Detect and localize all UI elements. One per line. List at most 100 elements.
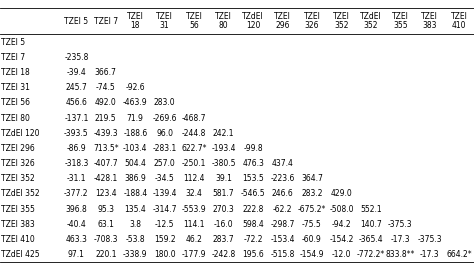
Text: -708.3: -708.3 xyxy=(93,235,118,244)
Text: TZEI 31: TZEI 31 xyxy=(1,83,30,92)
Text: -283.1: -283.1 xyxy=(153,144,177,153)
Text: 246.6: 246.6 xyxy=(272,189,293,198)
Text: -177.9: -177.9 xyxy=(182,250,206,259)
Text: -318.3: -318.3 xyxy=(64,159,89,168)
Text: 242.1: 242.1 xyxy=(213,129,234,138)
Text: TZEI 383: TZEI 383 xyxy=(1,220,35,229)
Text: -375.3: -375.3 xyxy=(418,235,442,244)
Text: 283.2: 283.2 xyxy=(301,189,323,198)
Text: 713.5*: 713.5* xyxy=(93,144,118,153)
Text: 622.7*: 622.7* xyxy=(182,144,207,153)
Text: 270.3: 270.3 xyxy=(213,205,235,214)
Text: 153.5: 153.5 xyxy=(242,174,264,183)
Text: 386.9: 386.9 xyxy=(124,174,146,183)
Text: -103.4: -103.4 xyxy=(123,144,147,153)
Text: -428.1: -428.1 xyxy=(94,174,118,183)
Text: -39.4: -39.4 xyxy=(66,68,86,77)
Text: -675.2*: -675.2* xyxy=(298,205,326,214)
Text: 283.0: 283.0 xyxy=(154,98,175,107)
Text: 366.7: 366.7 xyxy=(95,68,117,77)
Text: -16.0: -16.0 xyxy=(214,220,233,229)
Text: 581.7: 581.7 xyxy=(213,189,235,198)
Text: TZEI 352: TZEI 352 xyxy=(1,174,35,183)
Text: TZEI 296: TZEI 296 xyxy=(1,144,35,153)
Text: TZEI
80: TZEI 80 xyxy=(215,12,232,30)
Text: TZEI
383: TZEI 383 xyxy=(421,12,438,30)
Text: 504.4: 504.4 xyxy=(124,159,146,168)
Text: 96.0: 96.0 xyxy=(156,129,173,138)
Text: 396.8: 396.8 xyxy=(65,205,87,214)
Text: 476.3: 476.3 xyxy=(242,159,264,168)
Text: TZdEI
120: TZdEI 120 xyxy=(242,12,264,30)
Text: -75.5: -75.5 xyxy=(302,220,322,229)
Text: -92.6: -92.6 xyxy=(126,83,145,92)
Text: TZEI
352: TZEI 352 xyxy=(333,12,350,30)
Text: -393.5: -393.5 xyxy=(64,129,89,138)
Text: TZEI 5: TZEI 5 xyxy=(64,17,89,26)
Text: -154.2: -154.2 xyxy=(329,235,354,244)
Text: 429.0: 429.0 xyxy=(330,189,352,198)
Text: -468.7: -468.7 xyxy=(182,113,206,122)
Text: -99.8: -99.8 xyxy=(243,144,263,153)
Text: -60.9: -60.9 xyxy=(302,235,322,244)
Text: -338.9: -338.9 xyxy=(123,250,147,259)
Text: 245.7: 245.7 xyxy=(65,83,87,92)
Text: 135.4: 135.4 xyxy=(124,205,146,214)
Text: TZEI 7: TZEI 7 xyxy=(1,53,25,62)
Text: -193.4: -193.4 xyxy=(211,144,236,153)
Text: -12.5: -12.5 xyxy=(155,220,174,229)
Text: 833.8**: 833.8** xyxy=(386,250,415,259)
Text: -40.4: -40.4 xyxy=(66,220,86,229)
Text: TZEI 355: TZEI 355 xyxy=(1,205,35,214)
Text: 492.0: 492.0 xyxy=(95,98,117,107)
Text: TZEI
31: TZEI 31 xyxy=(156,12,173,30)
Text: -546.5: -546.5 xyxy=(241,189,265,198)
Text: -508.0: -508.0 xyxy=(329,205,354,214)
Text: -153.4: -153.4 xyxy=(270,235,295,244)
Text: -12.0: -12.0 xyxy=(332,250,351,259)
Text: -94.2: -94.2 xyxy=(332,220,351,229)
Text: -772.2*: -772.2* xyxy=(357,250,385,259)
Text: TZdEI
352: TZdEI 352 xyxy=(360,12,382,30)
Text: 140.7: 140.7 xyxy=(360,220,382,229)
Text: 46.2: 46.2 xyxy=(186,235,202,244)
Text: -269.6: -269.6 xyxy=(153,113,177,122)
Text: -74.5: -74.5 xyxy=(96,83,116,92)
Text: -439.3: -439.3 xyxy=(93,129,118,138)
Text: 463.3: 463.3 xyxy=(65,235,87,244)
Text: 114.1: 114.1 xyxy=(183,220,205,229)
Text: 195.6: 195.6 xyxy=(242,250,264,259)
Text: TZEI 5: TZEI 5 xyxy=(1,38,25,47)
Text: -139.4: -139.4 xyxy=(153,189,177,198)
Text: 219.5: 219.5 xyxy=(95,113,117,122)
Text: -223.6: -223.6 xyxy=(270,174,295,183)
Text: 664.2*: 664.2* xyxy=(447,250,472,259)
Text: TZdEI 425: TZdEI 425 xyxy=(1,250,39,259)
Text: -365.4: -365.4 xyxy=(359,235,383,244)
Text: -377.2: -377.2 xyxy=(64,189,89,198)
Text: -17.3: -17.3 xyxy=(420,250,439,259)
Text: -154.9: -154.9 xyxy=(300,250,324,259)
Text: 283.7: 283.7 xyxy=(213,235,235,244)
Text: 180.0: 180.0 xyxy=(154,250,175,259)
Text: 3.8: 3.8 xyxy=(129,220,141,229)
Text: TZdEI 352: TZdEI 352 xyxy=(1,189,39,198)
Text: -380.5: -380.5 xyxy=(211,159,236,168)
Text: 598.4: 598.4 xyxy=(242,220,264,229)
Text: -31.1: -31.1 xyxy=(67,174,86,183)
Text: 39.1: 39.1 xyxy=(215,174,232,183)
Text: TZEI 80: TZEI 80 xyxy=(1,113,30,122)
Text: TZEI 326: TZEI 326 xyxy=(1,159,35,168)
Text: TZEI 7: TZEI 7 xyxy=(94,17,118,26)
Text: TZdEI 120: TZdEI 120 xyxy=(1,129,39,138)
Text: -53.8: -53.8 xyxy=(126,235,145,244)
Text: -137.1: -137.1 xyxy=(64,113,89,122)
Text: -553.9: -553.9 xyxy=(182,205,207,214)
Text: -34.5: -34.5 xyxy=(155,174,174,183)
Text: TZEI
56: TZEI 56 xyxy=(186,12,202,30)
Text: TZEI
18: TZEI 18 xyxy=(127,12,144,30)
Text: -235.8: -235.8 xyxy=(64,53,89,62)
Text: TZEI
410: TZEI 410 xyxy=(451,12,468,30)
Text: -72.2: -72.2 xyxy=(243,235,263,244)
Text: TZEI 18: TZEI 18 xyxy=(1,68,30,77)
